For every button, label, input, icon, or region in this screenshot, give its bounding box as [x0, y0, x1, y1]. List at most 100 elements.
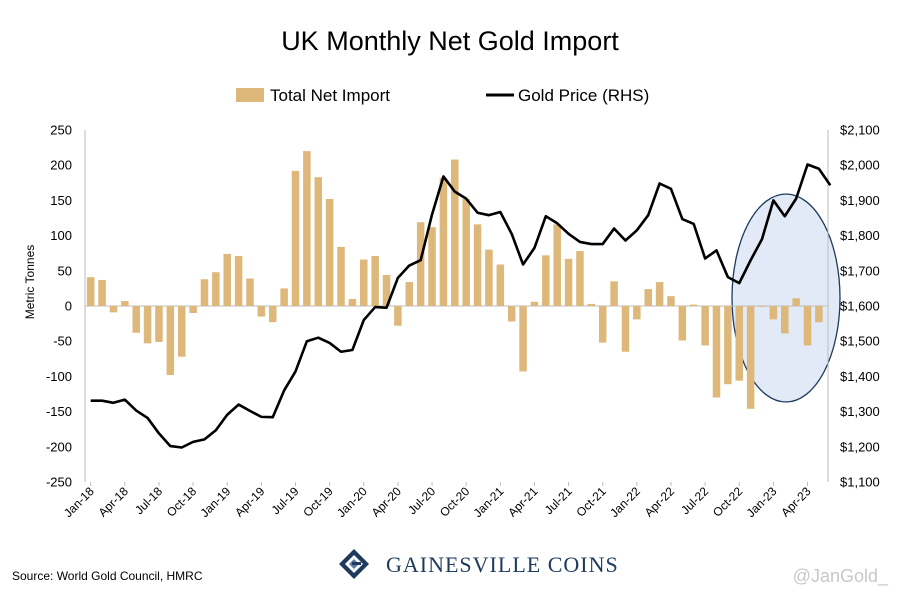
bar	[86, 277, 95, 306]
bar	[610, 281, 618, 306]
x-tick-label: Apr-18	[96, 484, 132, 520]
bar	[781, 306, 789, 334]
y2-tick-label: $1,500	[840, 334, 880, 349]
bar	[155, 306, 163, 342]
bar	[257, 306, 266, 317]
y2-tick-label: $1,200	[840, 439, 880, 454]
y2-tick-label: $2,100	[840, 123, 880, 138]
bar	[200, 279, 209, 306]
y2-tick-label: $1,400	[840, 369, 880, 384]
bar	[803, 306, 812, 346]
x-tick-label: Oct-18	[164, 484, 200, 520]
bar	[394, 306, 402, 326]
bar	[485, 249, 493, 306]
bar	[428, 227, 436, 306]
x-tick-label: Oct-21	[573, 484, 609, 520]
y-tick-label: 100	[50, 228, 72, 243]
x-tick-label: Jul-18	[132, 484, 165, 517]
bar	[519, 306, 527, 372]
bar	[735, 306, 744, 381]
y-axis-label: Metric Tonnes	[23, 245, 37, 319]
bar	[234, 256, 243, 306]
brand-logo-mark	[339, 549, 369, 579]
x-tick-label: Jul-21	[542, 484, 575, 517]
y-tick-label: -250	[46, 475, 72, 490]
bar	[598, 306, 607, 343]
y2-tick-label: $1,300	[840, 404, 880, 419]
x-tick-label: Apr-20	[369, 484, 405, 520]
bar	[792, 298, 800, 306]
bar	[644, 289, 652, 306]
x-tick-label: Jul-19	[269, 484, 302, 517]
bar	[121, 301, 129, 306]
bar	[655, 282, 664, 306]
y2-tick-label: $1,600	[840, 299, 880, 314]
bar	[564, 258, 573, 306]
bar	[553, 224, 561, 306]
bar	[223, 253, 231, 306]
x-tick-label: Oct-19	[300, 484, 336, 520]
bar	[98, 279, 106, 306]
x-tick-label: Jul-20	[405, 484, 438, 517]
x-tick-label: Jul-22	[678, 484, 711, 517]
bar	[451, 159, 459, 306]
x-tick-label: Jan-21	[471, 484, 507, 520]
legend: Total Net Import Gold Price (RHS)	[236, 86, 649, 105]
x-tick-label: Jan-19	[197, 484, 233, 520]
bar	[621, 306, 630, 352]
bar	[576, 251, 584, 306]
bar	[303, 151, 311, 306]
y-tick-label: 250	[50, 123, 72, 138]
bar	[701, 306, 709, 346]
bar	[360, 259, 368, 306]
bar	[712, 306, 721, 398]
bar	[507, 306, 516, 322]
y2-tick-label: $1,100	[840, 475, 880, 490]
x-tick-label: Apr-21	[505, 484, 541, 520]
bar	[337, 246, 345, 306]
line-series-gold-price	[90, 163, 832, 449]
y-tick-label: -100	[46, 369, 72, 384]
bar	[473, 224, 482, 306]
source-note: Source: World Gold Council, HMRC	[12, 569, 203, 583]
bar	[667, 296, 675, 306]
bar	[166, 306, 175, 375]
bar	[348, 298, 357, 306]
bar	[291, 170, 300, 306]
bar	[746, 306, 755, 409]
bar	[416, 222, 425, 306]
x-tick-label: Jan-23	[744, 484, 780, 520]
bar	[633, 306, 641, 320]
y-tick-label: 50	[58, 263, 72, 278]
bar	[109, 306, 118, 313]
y2-tick-label: $1,900	[840, 193, 880, 208]
bar	[542, 255, 550, 306]
y-tick-label: -50	[53, 334, 72, 349]
bar	[530, 301, 539, 306]
bar	[212, 272, 220, 306]
y-tick-label: -150	[46, 404, 72, 419]
legend-label-total-net-import: Total Net Import	[270, 86, 390, 105]
bar	[280, 288, 288, 306]
bar	[189, 306, 197, 314]
bar	[177, 306, 186, 357]
x-tick-label: Oct-20	[437, 484, 473, 520]
bar	[268, 306, 277, 323]
bar	[496, 264, 505, 306]
y2-tick-label: $1,800	[840, 228, 880, 243]
y-tick-label: 150	[50, 193, 72, 208]
legend-label-gold-price: Gold Price (RHS)	[518, 86, 649, 105]
right-y-axis-ticks: $2,100 $2,000 $1,900 $1,800 $1,700 $1,600 $1,5…	[840, 123, 880, 490]
bar	[246, 278, 254, 306]
legend-swatch-total-net-import	[236, 88, 264, 102]
x-tick-label: Apr-23	[778, 484, 814, 520]
bar	[769, 306, 778, 320]
bar	[587, 303, 596, 306]
bar	[815, 306, 823, 323]
bar	[724, 306, 732, 385]
bar	[462, 198, 470, 306]
brand-logo: GAINESVILLE COINS	[339, 549, 618, 579]
x-tick-label: Apr-19	[232, 484, 268, 520]
